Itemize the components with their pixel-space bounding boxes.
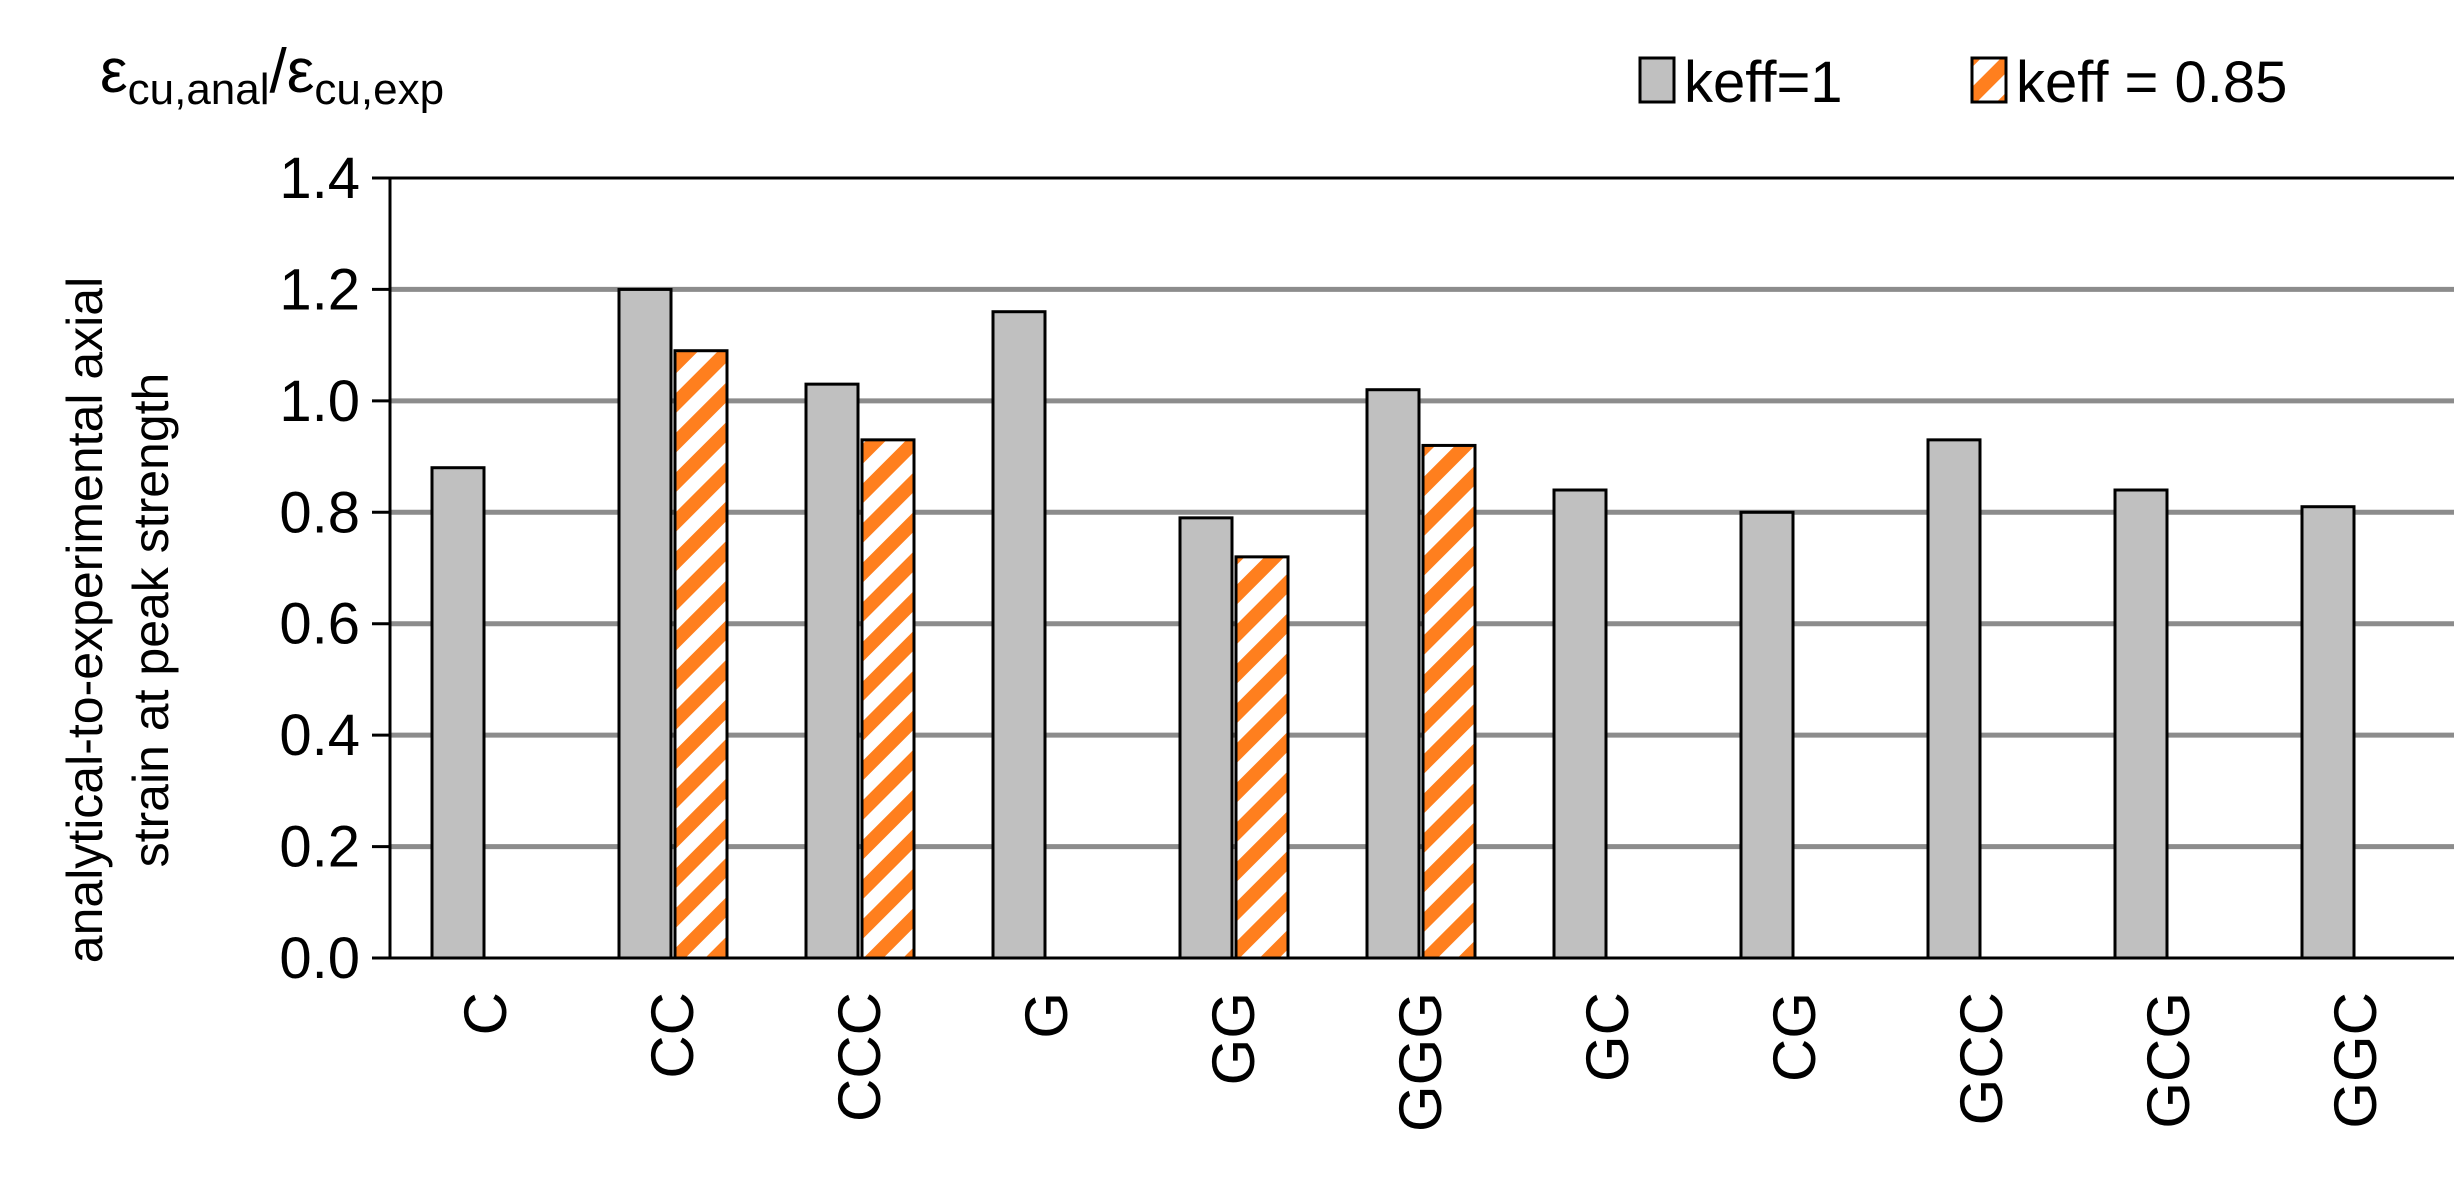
bar-keff1-CC <box>617 287 673 960</box>
legend-item-keff085: keff = 0.85 <box>1970 50 2287 115</box>
y-tick-label: 1.4 <box>279 146 360 211</box>
x-tick-label: GG <box>1200 992 1267 1085</box>
legend-item-keff1: keff=1 <box>1638 50 1843 115</box>
y-axis-symbol-label: εcu,anal/εcu,exp <box>100 37 444 114</box>
x-tick-label: GGG <box>1387 992 1454 1132</box>
bars <box>430 287 2356 960</box>
bar-keff085-GG <box>1234 555 1290 960</box>
x-tick-label: C <box>452 992 519 1035</box>
legend-swatch-keff085 <box>1970 56 2008 104</box>
bar-keff085-CCC <box>860 438 916 960</box>
x-tick-label: GCC <box>1948 992 2015 1125</box>
bar-keff1-GCC <box>1926 438 1982 960</box>
x-tick-label: CCC <box>826 992 893 1122</box>
y-tick-label: 0.6 <box>279 592 360 657</box>
y-tick-label: 1.2 <box>279 257 360 322</box>
bar-keff1-GC <box>1552 488 1608 960</box>
x-tick-label: GC <box>1574 992 1641 1082</box>
bar-keff1-GGG <box>1365 388 1421 960</box>
bar-keff1-GG <box>1178 516 1234 960</box>
y-axis-title-line1: analytical-to-experimental axial <box>57 277 113 963</box>
y-tick-label: 0.4 <box>279 703 360 768</box>
y-tick-label: 0.2 <box>279 815 360 880</box>
x-tick-label: CC <box>639 992 706 1079</box>
y-tick-label: 0.8 <box>279 480 360 545</box>
x-tick-labels: C CC CCC G GG GGG GC CG GCC GCG GGC <box>452 992 2389 1132</box>
x-tick-label: CG <box>1761 992 1828 1082</box>
x-tick-label: GCG <box>2135 992 2202 1129</box>
bar-keff085-CC <box>673 349 729 960</box>
x-tick-label: G <box>1013 992 1080 1039</box>
bar-keff1-GCG <box>2113 488 2169 960</box>
legend-label-keff1: keff=1 <box>1684 50 1843 115</box>
legend: keff=1 keff = 0.85 <box>1638 50 2287 115</box>
bar-keff1-C <box>430 466 486 960</box>
bar-keff1-GGC <box>2300 505 2356 960</box>
y-tick-labels: 0.0 0.2 0.4 0.6 0.8 1.0 1.2 1.4 <box>279 146 390 991</box>
y-tick-label: 1.0 <box>279 369 360 434</box>
x-tick-label: GGC <box>2322 992 2389 1129</box>
bar-keff1-CCC <box>804 382 860 960</box>
bar-keff085-GGG <box>1421 443 1477 960</box>
legend-label-keff085: keff = 0.85 <box>2016 50 2287 115</box>
y-tick-label: 0.0 <box>279 926 360 991</box>
bar-keff1-CG <box>1739 510 1795 960</box>
y-axis-title: analytical-to-experimental axial strain … <box>57 277 179 963</box>
legend-swatch-keff1 <box>1638 56 1676 104</box>
y-axis-title-line2: strain at peak strength <box>123 373 179 868</box>
bar-keff1-G <box>991 310 1047 960</box>
